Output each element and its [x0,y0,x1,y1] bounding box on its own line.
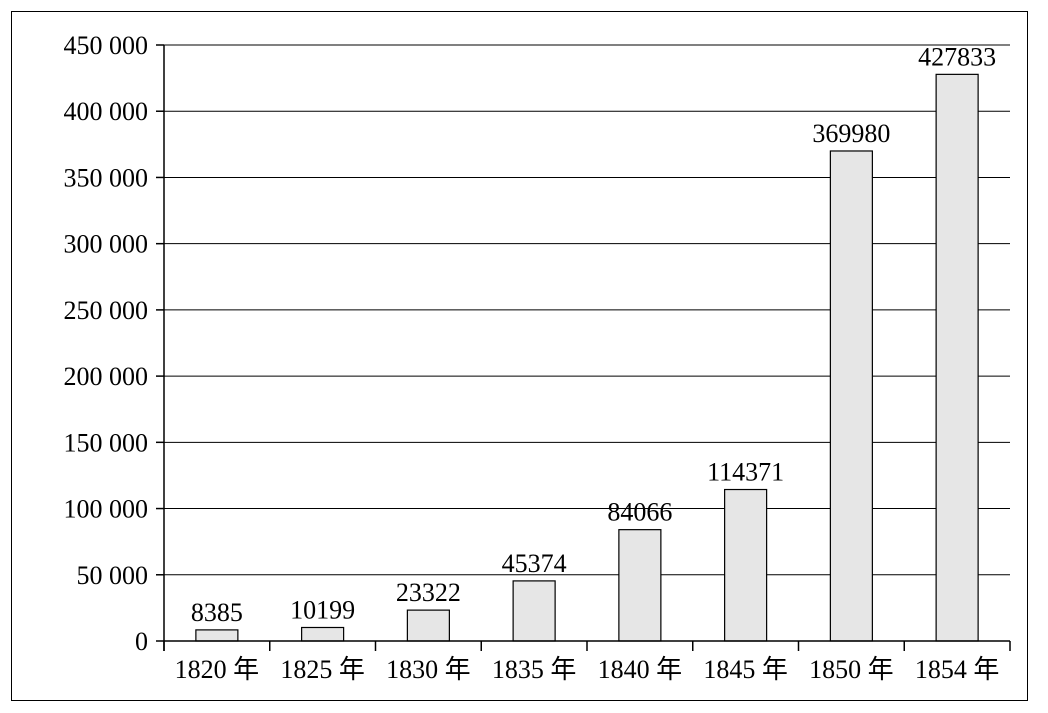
data-label: 10199 [290,595,355,624]
data-label: 23322 [396,578,461,607]
bars [195,73,979,642]
bar [195,629,239,642]
bar [935,73,979,642]
y-tick-label: 0 [135,627,148,656]
data-label: 8385 [191,598,243,627]
data-label: 114371 [707,458,784,487]
y-tick-label: 150 000 [64,428,149,457]
y-tick-label: 250 000 [64,296,149,325]
x-tick-label: 1854 年 [915,655,1000,684]
x-tick-label: 1840 年 [598,655,683,684]
y-tick-label: 450 000 [64,31,149,60]
bar [724,488,768,642]
x-tick-label: 1850 年 [809,655,894,684]
x-tick-label: 1845 年 [703,655,788,684]
bar [406,609,450,642]
y-axis-tick-labels: 0 50 000 100 000 150 000 200 000 250 000 300 0… [64,31,149,656]
data-label: 369980 [812,119,890,148]
x-tick-label: 1835 年 [492,655,577,684]
y-tick-label: 200 000 [64,362,149,391]
y-tick-label: 400 000 [64,97,149,126]
data-label: 84066 [607,498,672,527]
x-tick-label: 1820 年 [175,655,260,684]
bar [829,150,873,642]
data-labels: 8385 10199 23322 45374 84066 114371 369980 4278… [191,42,996,627]
bar [512,580,556,642]
axes [163,45,1011,651]
bar [301,626,345,642]
chart-frame [11,11,1028,701]
x-axis-tick-labels: 1820 年 1825 年 1830 年 1835 年 1840 年 1845 年 1850… [175,655,1000,684]
y-tick-label: 300 000 [64,230,149,259]
bar [618,529,662,642]
y-tick-label: 350 000 [64,163,149,192]
data-label: 45374 [502,549,567,578]
y-tick-label: 50 000 [77,561,149,590]
y-tick-label: 100 000 [64,495,149,524]
x-tick-label: 1825 年 [280,655,365,684]
x-tick-label: 1830 年 [386,655,471,684]
data-label: 427833 [918,42,996,71]
